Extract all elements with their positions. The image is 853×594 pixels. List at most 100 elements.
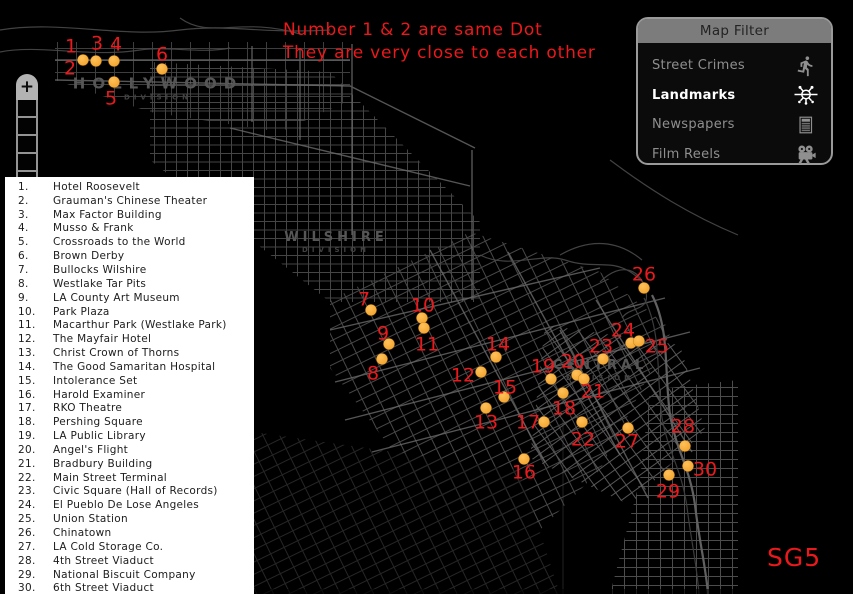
legend-number: 8. — [18, 277, 29, 290]
legend-name: Musso & Frank — [53, 222, 134, 235]
map-number-label: 21 — [580, 380, 606, 403]
legend-row: 5. Crossroads to the World — [5, 235, 254, 249]
filter-item-label: Street Crimes — [652, 58, 746, 74]
legend-row: 19. LA Public Library — [5, 429, 254, 443]
zoom-level-segment[interactable] — [16, 118, 38, 136]
map-number-label: 3 — [90, 32, 104, 55]
landmark-dot[interactable] — [490, 351, 502, 363]
legend-number: 18. — [18, 416, 36, 429]
legend-number: 29. — [18, 568, 36, 581]
legend-number: 28. — [18, 554, 36, 567]
map-filter-panel: Map Filter Street Crimes Landmarks Newspap… — [636, 17, 833, 165]
map-number-label: 27 — [614, 430, 640, 453]
landmark-dot[interactable] — [597, 353, 609, 365]
legend-name: Crossroads to the World — [53, 236, 186, 249]
landmark-dot[interactable] — [418, 322, 430, 334]
landmark-dot[interactable] — [376, 353, 388, 365]
zoom-level-segment[interactable] — [16, 154, 38, 172]
map-number-label: 29 — [655, 480, 681, 503]
legend-row: 18. Pershing Square — [5, 415, 254, 429]
district-label: WILSHIRE DIVISION — [284, 230, 387, 254]
annotation-line-1: Number 1 & 2 are same Dot — [283, 20, 543, 40]
legend-name: RKO Theatre — [53, 402, 123, 415]
legend-number: 14. — [18, 360, 36, 373]
map-number-label: 16 — [511, 461, 537, 484]
map-number-label: 10 — [410, 294, 436, 317]
landmark-dot[interactable] — [571, 369, 583, 381]
landmark-dot[interactable] — [638, 282, 650, 294]
landmark-dot[interactable] — [576, 416, 588, 428]
landmark-dot[interactable] — [475, 366, 487, 378]
legend-name: Westlake Tar Pits — [53, 277, 147, 290]
zoom-level-segment[interactable] — [16, 136, 38, 154]
zoom-level-segment[interactable] — [16, 100, 38, 118]
district-label: HOLLYWOOD DIVISION — [73, 75, 243, 102]
zoom-in-button[interactable]: + — [16, 74, 38, 100]
landmark-dot[interactable] — [77, 54, 89, 66]
filter-item-label: Film Reels — [652, 146, 721, 162]
landmark-dot[interactable] — [679, 440, 691, 452]
map-number-label: 26 — [631, 263, 657, 286]
landmark-dot[interactable] — [90, 55, 102, 67]
landmark-dot[interactable] — [108, 76, 120, 88]
legend-name: Park Plaza — [53, 305, 110, 318]
legend-row: 8. Westlake Tar Pits — [5, 277, 254, 291]
landmark-dot[interactable] — [156, 63, 168, 75]
landmark-dot[interactable] — [625, 337, 637, 349]
legend-name: Bullocks Wilshire — [53, 263, 147, 276]
filter-item-street-crimes[interactable]: Street Crimes — [652, 51, 818, 81]
legend-row: 11. Macarthur Park (Westlake Park) — [5, 318, 254, 332]
district-name: WILSHIRE — [284, 230, 388, 245]
filter-item-film-reels[interactable]: Film Reels — [652, 140, 818, 170]
landmark-dot[interactable] — [383, 338, 395, 350]
map-number-label: 22 — [570, 428, 596, 451]
filter-item-landmarks[interactable]: Landmarks — [652, 81, 818, 111]
legend-row: 28. 4th Street Viaduct — [5, 554, 254, 568]
district-sub-label: DIVISION — [302, 246, 370, 254]
legend-name: Main Street Terminal — [53, 471, 168, 484]
legend-name: LA Cold Storage Co. — [53, 540, 164, 553]
landmark-dot[interactable] — [663, 469, 675, 481]
legend-number: 19. — [18, 430, 36, 443]
filter-item-newspapers[interactable]: Newspapers — [652, 110, 818, 140]
landmark-dot[interactable] — [682, 460, 694, 472]
district-sub-label: DIVISION — [566, 374, 634, 382]
legend-number: 16. — [18, 388, 36, 401]
landmark-dot[interactable] — [538, 416, 550, 428]
legend-name: The Mayfair Hotel — [53, 333, 152, 346]
legend-name: Civic Square (Hall of Records) — [53, 485, 218, 498]
legend-row: 29. National Biscuit Company — [5, 568, 254, 582]
legend-name: Brown Derby — [53, 250, 125, 263]
landmark-dot[interactable] — [480, 402, 492, 414]
legend-name: Christ Crown of Thorns — [53, 347, 180, 360]
landmark-dot[interactable] — [108, 55, 120, 67]
landmark-dot[interactable] — [557, 387, 569, 399]
legend-number: 24. — [18, 499, 36, 512]
newspaper-icon — [794, 113, 818, 137]
map-number-label: 13 — [473, 411, 499, 434]
legend-row: 4. Musso & Frank — [5, 222, 254, 236]
landmark-dot[interactable] — [633, 335, 645, 347]
landmark-dot[interactable] — [578, 373, 590, 385]
landmark-dot[interactable] — [545, 373, 557, 385]
map-number-label: 23 — [588, 335, 614, 358]
legend-number: 10. — [18, 305, 36, 318]
landmark-dot[interactable] — [518, 453, 530, 465]
landmark-dot[interactable] — [498, 391, 510, 403]
landmark-dot[interactable] — [365, 304, 377, 316]
map-number-label: 28 — [670, 415, 696, 438]
legend-name: Union Station — [53, 513, 128, 526]
map-filter-header: Map Filter — [638, 19, 831, 43]
landmark-dot[interactable] — [622, 422, 634, 434]
legend-number: 7. — [18, 263, 29, 276]
legend-name: Harold Examiner — [53, 388, 146, 401]
zoom-control[interactable]: + — [16, 74, 38, 190]
legend-row: 13. Christ Crown of Thorns — [5, 346, 254, 360]
legend-row: 17. RKO Theatre — [5, 402, 254, 416]
legend-row: 16. Harold Examiner — [5, 388, 254, 402]
legend-number: 2. — [18, 194, 29, 207]
legend-number: 4. — [18, 222, 29, 235]
landmark-dot[interactable] — [416, 312, 428, 324]
legend-number: 5. — [18, 236, 29, 249]
